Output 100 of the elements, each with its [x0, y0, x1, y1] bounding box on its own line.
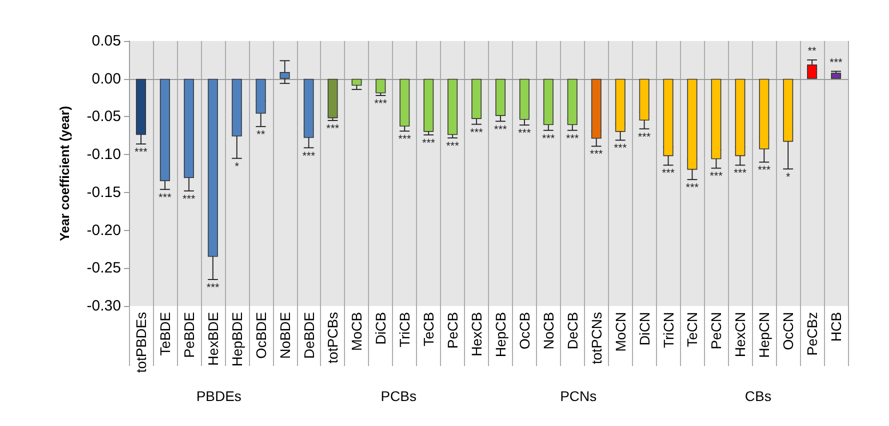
data-label: ***: [494, 124, 508, 136]
x-tick-label: TeCB: [420, 312, 437, 346]
data-label: *: [786, 171, 791, 184]
x-tick-label: totPCBs: [324, 312, 341, 364]
x-tick-label: TriCN: [660, 312, 676, 348]
bar: [232, 78, 242, 136]
data-label: ***: [374, 98, 388, 110]
text: PCNs: [560, 388, 597, 404]
x-tick-label: OcBDE: [252, 312, 269, 359]
bar: [495, 78, 506, 116]
x-tick-label: OcCN: [780, 312, 796, 350]
bar: [376, 78, 386, 94]
data-label: ***: [422, 137, 436, 150]
bar: [136, 78, 146, 135]
data-label: ***: [662, 168, 676, 180]
x-tick-label: OcCB: [516, 312, 532, 350]
bar: [424, 78, 434, 132]
bar: [352, 78, 362, 86]
x-tick-label: HepBDE: [228, 312, 245, 366]
bar: [615, 78, 626, 132]
data-label: **: [256, 129, 266, 142]
data-label: ***: [182, 193, 196, 206]
data-label: *: [234, 160, 240, 173]
bar: [448, 78, 458, 135]
x-tick-label: MoCB: [348, 312, 365, 351]
text: PBDEs: [196, 388, 242, 404]
bar: [304, 78, 314, 138]
data-label: ***: [710, 170, 724, 183]
bar: [160, 78, 170, 182]
bar: [471, 78, 482, 119]
bar: [567, 78, 578, 126]
bar: [830, 72, 842, 79]
data-label: ***: [398, 134, 412, 146]
bar: [400, 78, 410, 127]
x-tick-label: PeCB: [444, 312, 461, 349]
bar: [184, 78, 194, 178]
y-tick-label: -0.05: [86, 108, 121, 126]
x-tick-label: DeBDE: [300, 312, 317, 359]
y-tick-label: -0.15: [86, 184, 121, 201]
data-label: ***: [638, 131, 652, 144]
bar: [639, 78, 650, 120]
x-tick-label: HexCB: [468, 312, 485, 356]
x-tick-label: MoCN: [612, 312, 628, 352]
bar: [256, 78, 266, 114]
x-tick-label: TeBDE: [156, 312, 173, 356]
data-label: ***: [734, 168, 748, 180]
bar: [280, 72, 290, 79]
bar: [759, 78, 770, 150]
data-label: ***: [830, 56, 844, 69]
data-label: ***: [302, 150, 316, 162]
x-tick-label: PeCN: [708, 312, 724, 350]
x-tick-label: DeCB: [564, 312, 580, 350]
y-tick-label: -0.10: [86, 146, 121, 164]
bar: [711, 78, 722, 160]
text: CBs: [744, 388, 772, 404]
bar: [208, 78, 218, 257]
data-label: ***: [758, 164, 772, 177]
data-label: ***: [446, 140, 460, 152]
y-tick-label: 0.05: [92, 32, 121, 50]
x-tick-label: totPBDEs: [132, 312, 149, 373]
data-label: ***: [134, 146, 148, 158]
bar: [328, 78, 338, 118]
data-label: ***: [590, 148, 604, 161]
x-tick-label: totPCNs: [588, 312, 604, 364]
data-label: ***: [614, 142, 628, 155]
data-label: ***: [326, 123, 340, 135]
bar: [519, 78, 530, 120]
y-tick-label: -0.25: [86, 260, 121, 277]
data-label: ***: [206, 282, 220, 294]
x-tick-label: HepCN: [756, 312, 772, 358]
bar: [543, 78, 554, 126]
bar: [783, 78, 794, 142]
x-tick-label: PeCBz: [804, 312, 820, 356]
y-tick-label: 0.00: [92, 70, 121, 88]
bar: [807, 64, 818, 79]
bar: [591, 78, 602, 139]
x-tick-label: DiCB: [372, 312, 389, 345]
data-label: ***: [158, 192, 172, 204]
x-tick-label: HexBDE: [204, 312, 221, 366]
x-tick-label: NoBDE: [276, 312, 293, 359]
data-label: ***: [542, 132, 556, 145]
text: PCBs: [380, 388, 417, 404]
y-tick-label: -0.30: [86, 298, 121, 314]
y-tick-label: -0.20: [86, 222, 121, 239]
x-tick-label: TriCB: [396, 312, 413, 348]
x-tick-label: NoCB: [540, 312, 556, 350]
data-label: ***: [470, 126, 484, 139]
x-tick-label: HCB: [828, 312, 844, 342]
bar: [735, 78, 746, 156]
y-axis-title: Year coefficient (year): [57, 106, 72, 242]
data-label: **: [808, 45, 818, 58]
bar: [663, 78, 674, 156]
x-tick-label: HepCB: [492, 312, 508, 358]
data-label: ***: [566, 132, 580, 145]
data-label: ***: [686, 182, 700, 194]
bar: [687, 78, 698, 170]
x-tick-label: PeBDE: [180, 312, 197, 358]
x-tick-label: TeCN: [684, 312, 700, 348]
x-tick-label: DiCN: [636, 312, 652, 346]
x-tick-label: HexCN: [732, 312, 748, 358]
